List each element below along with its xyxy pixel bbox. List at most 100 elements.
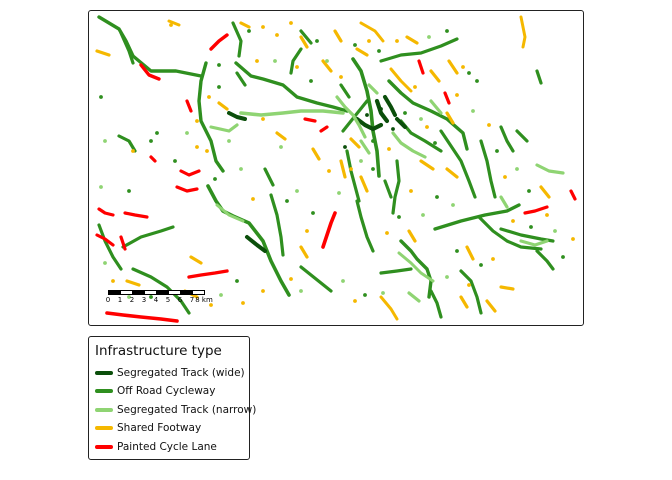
legend-swatch: [95, 408, 113, 412]
route-fragment: [289, 277, 293, 281]
route-segment: [443, 91, 451, 105]
route-fragment: [409, 189, 413, 193]
route-fragment: [515, 167, 519, 171]
route-fragment: [427, 35, 431, 39]
route-fragment: [299, 289, 303, 293]
route-segment: [239, 109, 345, 117]
route-segment: [311, 147, 321, 161]
route-fragment: [337, 191, 341, 195]
route-segment: [499, 285, 515, 291]
route-segment: [535, 249, 555, 271]
route-segment: [379, 37, 459, 63]
route-segment: [429, 69, 441, 83]
route-segment: [131, 267, 191, 315]
route-fragment: [491, 257, 495, 261]
route-fragment: [295, 189, 299, 193]
route-segment: [299, 245, 309, 259]
legend-swatch: [95, 426, 113, 430]
route-segment: [479, 139, 497, 199]
route-segment: [523, 205, 549, 215]
route-segment: [299, 35, 309, 49]
route-fragment: [561, 255, 565, 259]
route-fragment: [403, 111, 407, 115]
route-fragment: [529, 225, 533, 229]
route-segment: [335, 95, 367, 139]
route-fragment: [445, 275, 449, 279]
route-segment: [477, 215, 543, 251]
route-segment: [123, 211, 149, 219]
scale-tick-label: 5: [165, 296, 171, 304]
route-segment: [399, 239, 433, 299]
route-segment: [299, 29, 313, 45]
route-segment: [175, 185, 199, 193]
route-fragment: [387, 147, 391, 151]
route-fragment: [511, 219, 515, 223]
route-fragment: [467, 71, 471, 75]
route-segment: [515, 129, 529, 143]
route-fragment: [471, 109, 475, 113]
legend-item-segregated-narrow: Segregated Track (narrow): [95, 402, 256, 418]
route-segment: [383, 179, 393, 199]
route-segment: [535, 69, 543, 85]
route-fragment: [127, 295, 131, 299]
route-fragment: [227, 139, 231, 143]
legend-item-painted-lane: Painted Cycle Lane: [95, 439, 217, 455]
route-fragment: [413, 85, 417, 89]
route-fragment: [219, 293, 223, 297]
route-fragment: [169, 23, 173, 27]
route-segment: [417, 59, 425, 75]
cycle-network-map: [95, 15, 577, 323]
route-fragment: [275, 33, 279, 37]
route-segment: [379, 267, 413, 275]
route-fragment: [217, 63, 221, 67]
route-fragment: [295, 65, 299, 69]
route-segment: [349, 137, 361, 149]
map-panel[interactable]: [88, 10, 584, 326]
route-fragment: [209, 303, 213, 307]
route-fragment: [435, 195, 439, 199]
route-fragment: [419, 117, 423, 121]
route-segment: [519, 15, 527, 49]
route-segment: [234, 61, 349, 113]
route-fragment: [273, 59, 277, 63]
route-fragment: [251, 197, 255, 201]
route-segment: [95, 49, 111, 57]
route-segment: [139, 63, 161, 81]
route-fragment: [381, 291, 385, 295]
route-fragment: [131, 149, 135, 153]
route-segment: [407, 229, 417, 243]
route-fragment: [371, 167, 375, 171]
route-fragment: [261, 25, 265, 29]
route-segment: [359, 175, 369, 193]
route-segment: [185, 99, 193, 113]
route-fragment: [461, 65, 465, 69]
route-fragment: [343, 145, 347, 149]
route-fragment: [445, 29, 449, 33]
route-segment: [539, 185, 551, 199]
route-segment: [245, 235, 267, 253]
scale-tick-label: 8 km: [195, 296, 213, 304]
route-fragment: [503, 175, 507, 179]
route-fragment: [155, 131, 159, 135]
route-fragment: [217, 85, 221, 89]
route-fragment: [185, 131, 189, 135]
route-segment: [121, 225, 175, 249]
route-fragment: [339, 75, 343, 79]
route-segment: [447, 59, 459, 75]
route-segment: [355, 199, 375, 253]
route-fragment: [205, 149, 209, 153]
route-fragment: [495, 149, 499, 153]
route-fragment: [433, 141, 437, 145]
route-fragment: [367, 39, 371, 43]
route-segment: [215, 203, 245, 223]
legend-label: Off Road Cycleway: [117, 385, 216, 397]
route-fragment: [311, 211, 315, 215]
route-segment: [374, 98, 390, 124]
route-segment: [359, 139, 371, 155]
route-fragment: [195, 119, 199, 123]
route-segment: [125, 279, 141, 287]
route-segment: [439, 129, 477, 199]
route-fragment: [247, 29, 251, 33]
route-fragment: [487, 123, 491, 127]
